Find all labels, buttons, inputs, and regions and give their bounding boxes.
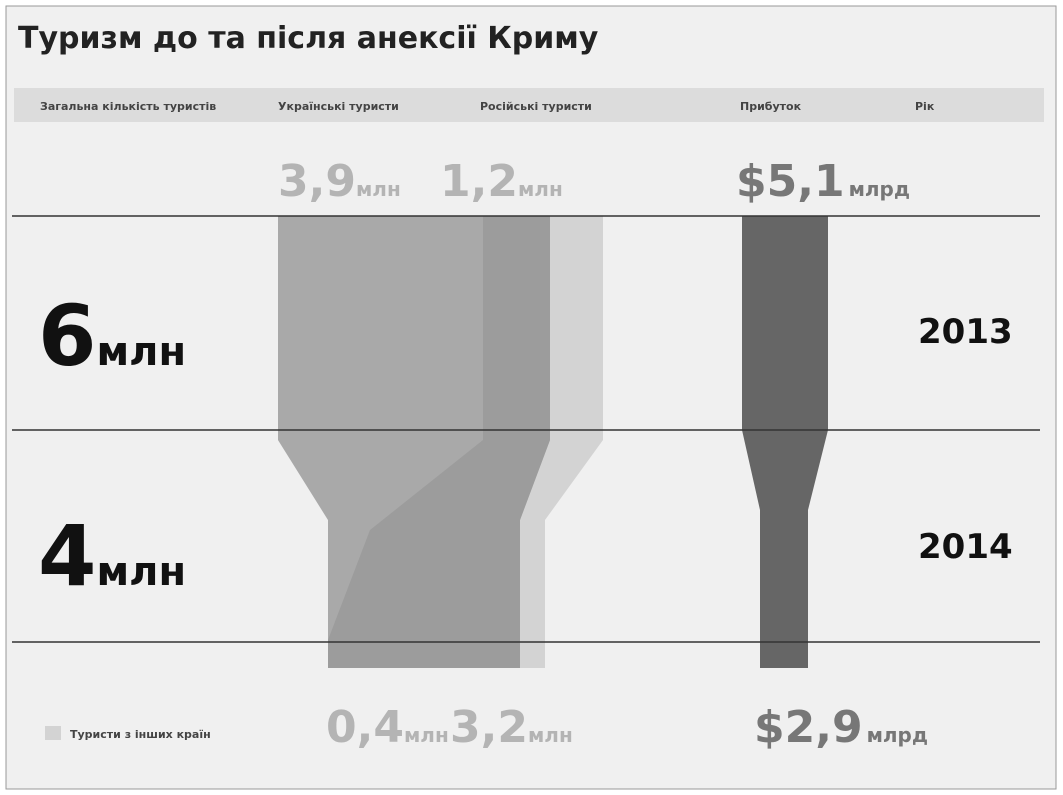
- header-cell: Російські туристи: [480, 100, 592, 113]
- header-bar: [14, 88, 1044, 122]
- russian-band: [328, 216, 550, 668]
- top-profit: $5,1 млрд: [736, 156, 910, 207]
- top-ukrainian: 3,9млн: [278, 156, 401, 207]
- bottom-ukrainian: 0,4млн: [326, 702, 449, 753]
- top-russian: 1,2млн: [440, 156, 563, 207]
- header-cell: Українські туристи: [278, 100, 399, 113]
- bottom-russian: 3,2млн: [450, 702, 573, 753]
- header-cell: Прибуток: [740, 100, 802, 113]
- profit-band: [742, 216, 828, 668]
- header-cell: Загальна кількість туристів: [40, 100, 216, 113]
- legend-swatch: [45, 726, 61, 740]
- total-2014: 4млн: [38, 507, 186, 605]
- title: Туризм до та після анексії Криму: [18, 21, 599, 56]
- year: 2014: [918, 527, 1013, 567]
- legend-label: Туристи з інших країн: [70, 728, 211, 741]
- total-2013: 6млн: [38, 287, 186, 385]
- header-cell: Рік: [915, 100, 935, 113]
- year: 2013: [918, 312, 1013, 352]
- bottom-profit: $2,9 млрд: [754, 702, 928, 753]
